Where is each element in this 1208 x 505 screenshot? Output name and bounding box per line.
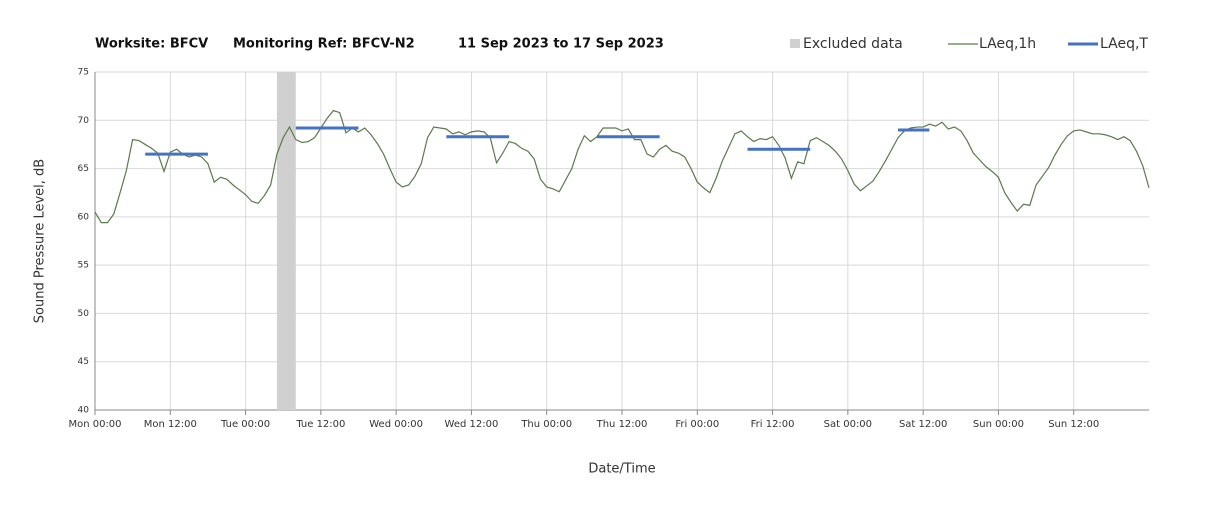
y-tick-label: 40 bbox=[78, 406, 90, 416]
x-tick-label: Thu 12:00 bbox=[596, 419, 648, 430]
y-tick-label: 55 bbox=[78, 261, 89, 271]
x-tick-label: Wed 12:00 bbox=[445, 419, 499, 430]
legend-label: Excluded data bbox=[803, 36, 903, 52]
x-tick-label: Wed 00:00 bbox=[369, 419, 423, 430]
chart-title: Worksite: BFCV bbox=[95, 37, 208, 52]
chart-title: Monitoring Ref: BFCV-N2 bbox=[233, 37, 415, 52]
legend-label: LAeq,T bbox=[1100, 36, 1148, 52]
y-tick-label: 75 bbox=[78, 68, 89, 78]
x-axis-label: Date/Time bbox=[588, 462, 655, 477]
chart-title: 11 Sep 2023 to 17 Sep 2023 bbox=[458, 37, 664, 52]
legend-swatch bbox=[790, 39, 800, 48]
x-tick-label: Sat 12:00 bbox=[899, 419, 947, 430]
y-tick-label: 60 bbox=[78, 212, 90, 222]
x-tick-label: Mon 00:00 bbox=[68, 419, 121, 430]
legend-label: LAeq,1h bbox=[979, 36, 1036, 52]
x-tick-label: Mon 12:00 bbox=[144, 419, 197, 430]
x-tick-label: Thu 00:00 bbox=[520, 419, 572, 430]
x-tick-label: Tue 12:00 bbox=[295, 419, 345, 430]
line-series bbox=[94, 109, 1150, 224]
y-tick-label: 65 bbox=[78, 164, 89, 174]
x-tick-label: Fri 00:00 bbox=[675, 419, 719, 430]
excluded-band bbox=[276, 72, 296, 410]
x-tick-label: Sun 12:00 bbox=[1048, 419, 1099, 430]
x-tick-label: Fri 12:00 bbox=[751, 419, 795, 430]
y-tick-label: 50 bbox=[78, 309, 90, 319]
y-tick-label: 45 bbox=[78, 357, 89, 367]
y-axis-label: Sound Pressure Level, dB bbox=[33, 159, 48, 323]
x-tick-label: Sun 00:00 bbox=[973, 419, 1024, 430]
x-tick-label: Sat 00:00 bbox=[824, 419, 872, 430]
x-tick-label: Tue 00:00 bbox=[220, 419, 270, 430]
y-tick-label: 70 bbox=[78, 116, 90, 126]
